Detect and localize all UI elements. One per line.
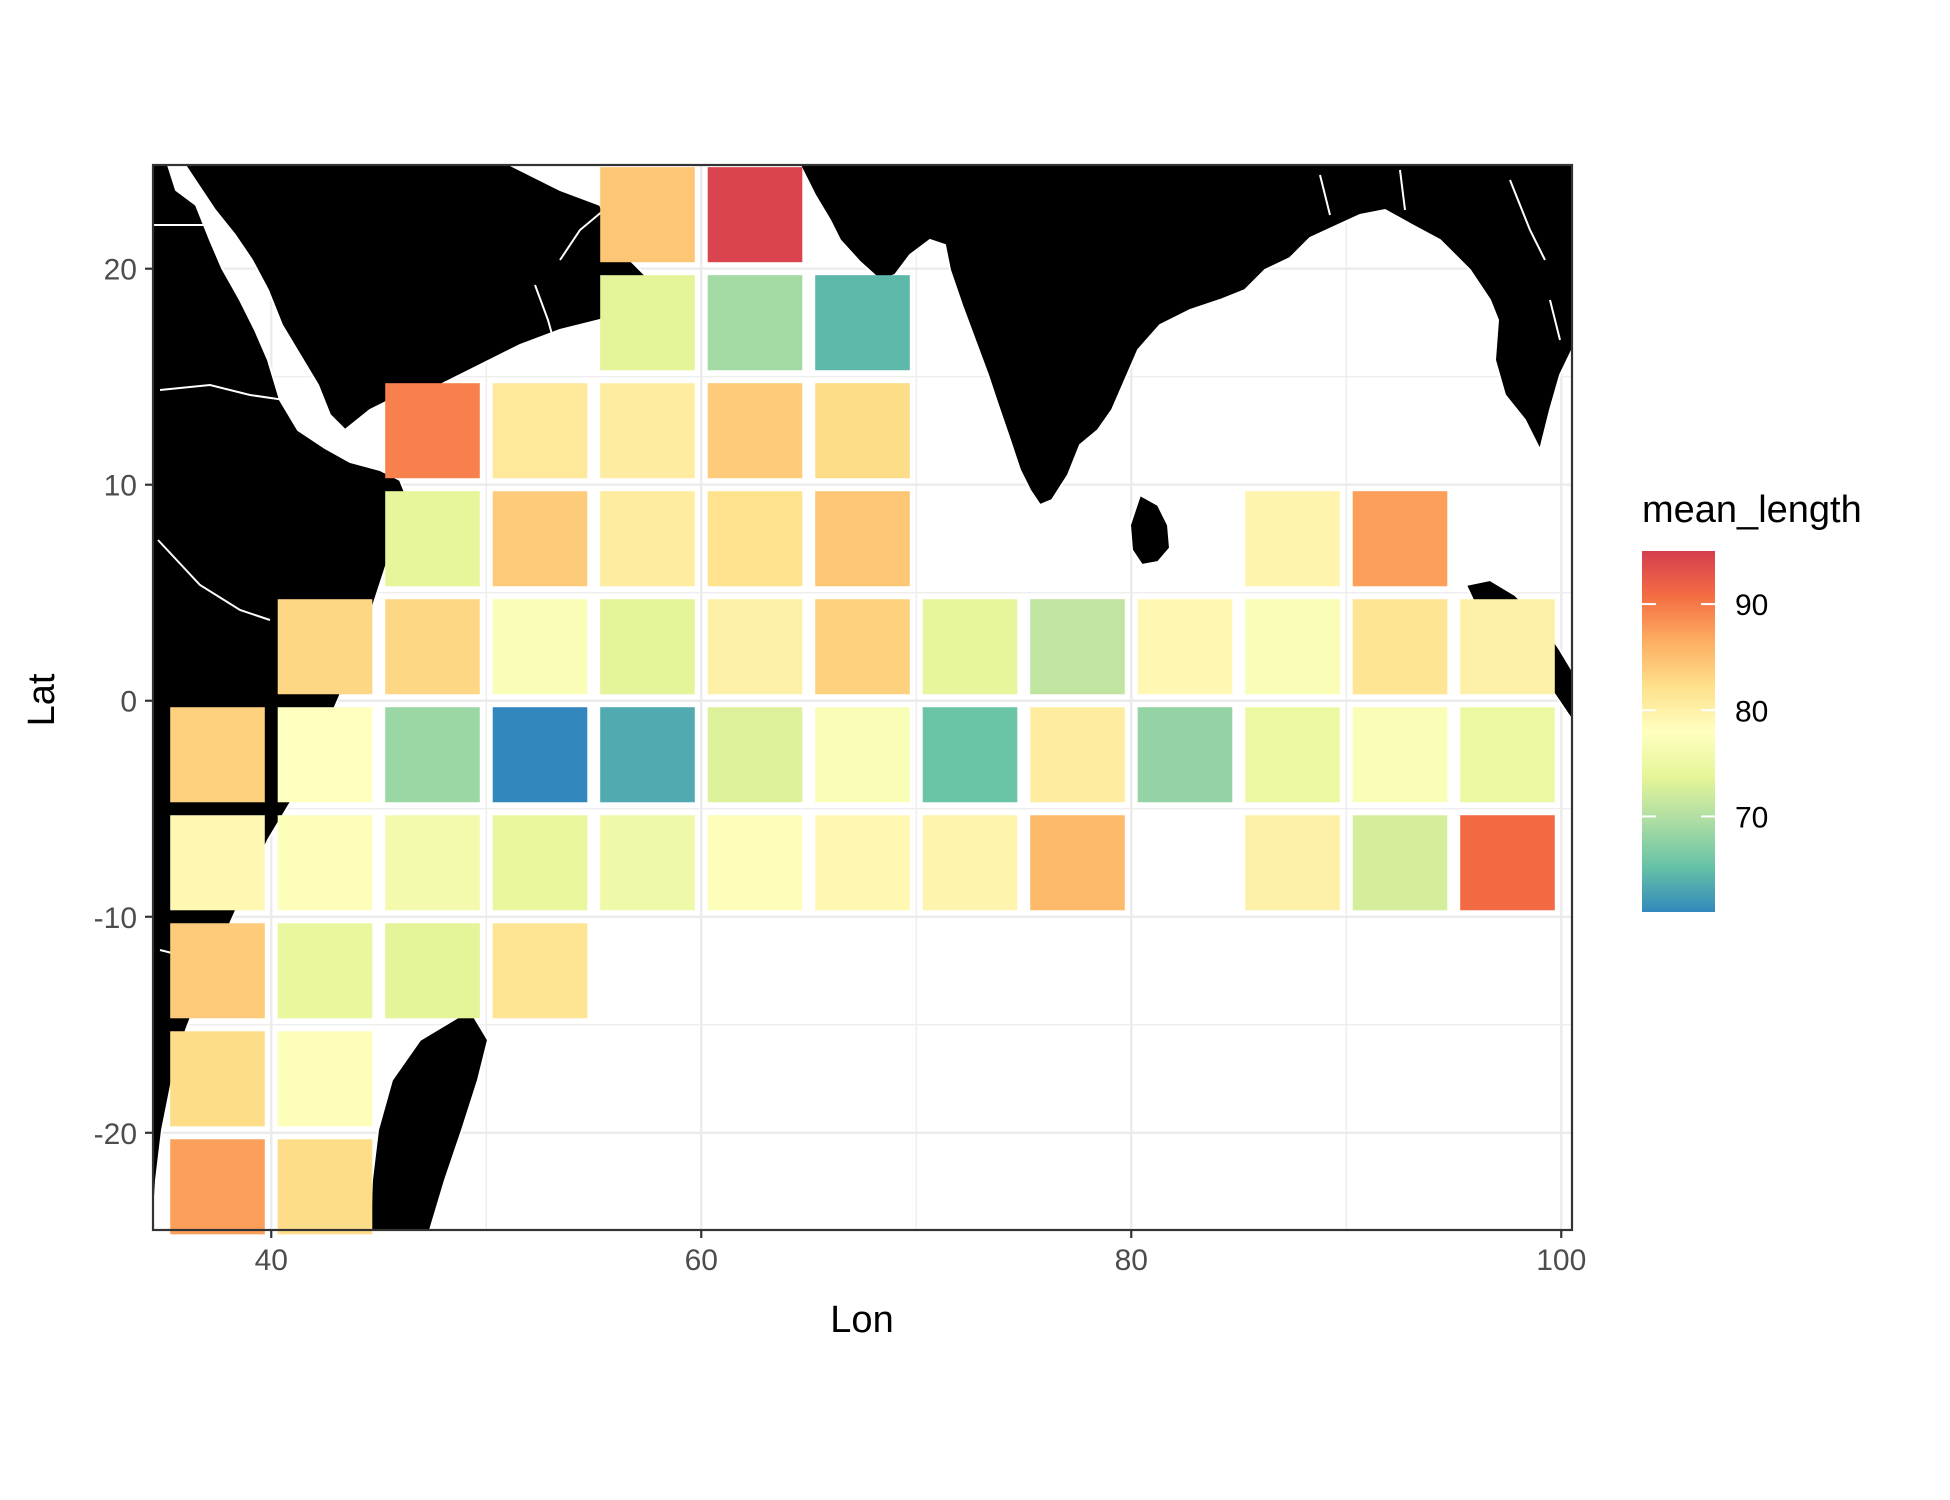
heatmap-cell: [815, 275, 910, 371]
plot-panel: [151, 163, 1574, 1235]
heatmap-cell: [922, 599, 1018, 695]
y-tick-label: -10: [94, 902, 137, 935]
legend-tick-label: 70: [1735, 801, 1768, 834]
heatmap-cell: [1352, 599, 1448, 695]
y-tick-label: 0: [120, 686, 137, 719]
heatmap-cell: [1245, 491, 1340, 587]
heatmap-cell: [707, 275, 803, 371]
heatmap-cell: [170, 923, 265, 1019]
heatmap-cell: [1030, 707, 1125, 803]
heatmap-cell: [707, 383, 803, 479]
y-axis: -20 -10 0 10 20: [94, 254, 153, 1151]
heatmap-cell: [170, 1139, 265, 1235]
heatmap-cell: [600, 275, 695, 371]
color-legend: mean_length 70 80 90: [1642, 489, 1862, 912]
heatmap-cell: [1460, 707, 1555, 803]
heatmap-cell: [277, 815, 373, 911]
heatmap-cell: [277, 599, 373, 695]
heatmap-cell: [385, 599, 480, 695]
heatmap-cell: [600, 815, 695, 911]
heatmap-cell: [600, 707, 695, 803]
y-tick-label: 10: [104, 470, 137, 503]
x-tick-label: 60: [685, 1244, 718, 1277]
y-tick-label: 20: [104, 254, 137, 287]
legend-tick-label: 90: [1735, 589, 1768, 622]
heatmap-cell: [922, 707, 1018, 803]
panel-border: [151, 163, 1574, 1232]
heatmap-cell: [385, 707, 480, 803]
heatmap-cell: [1460, 599, 1555, 695]
heatmap-cell: [815, 707, 910, 803]
x-axis: 40 60 80 100: [255, 1230, 1586, 1277]
legend-title: mean_length: [1642, 489, 1862, 531]
x-tick-label: 100: [1536, 1244, 1586, 1277]
heatmap-cell: [707, 491, 803, 587]
legend-ticks: 70 80 90: [1642, 589, 1768, 834]
heatmap-cell: [1245, 815, 1340, 911]
heatmap-cell: [815, 383, 910, 479]
heatmap-cell: [707, 167, 803, 263]
heatmap-cell: [277, 1139, 373, 1235]
x-tick-label: 40: [255, 1244, 288, 1277]
heatmap-cell: [1352, 707, 1448, 803]
heatmap-cell: [815, 815, 910, 911]
heatmap-cell: [277, 707, 373, 803]
heatmap-cells: [170, 167, 1555, 1235]
heatmap-cell: [922, 815, 1018, 911]
heatmap-cell: [492, 923, 588, 1019]
sri-lanka-land: [1128, 493, 1172, 567]
heatmap-cell: [707, 599, 803, 695]
x-tick-label: 80: [1115, 1244, 1148, 1277]
heatmap-cell: [170, 707, 265, 803]
heatmap-cell: [1352, 491, 1448, 587]
heatmap-cell: [1245, 599, 1340, 695]
legend-colorbar: [1642, 551, 1715, 912]
legend-tick-label: 80: [1735, 695, 1768, 728]
heatmap-cell: [707, 815, 803, 911]
heatmap-cell: [1030, 815, 1125, 911]
heatmap-cell: [385, 815, 480, 911]
heatmap-cell: [1352, 815, 1448, 911]
heatmap-cell: [815, 599, 910, 695]
heatmap-cell: [1245, 707, 1340, 803]
x-axis-title: Lon: [830, 1299, 893, 1341]
heatmap-cell: [492, 599, 588, 695]
heatmap-cell: [385, 923, 480, 1019]
heatmap-cell: [600, 167, 695, 263]
heatmap-cell: [600, 599, 695, 695]
y-axis-title: Lat: [21, 673, 63, 726]
heatmap-cell: [1137, 707, 1233, 803]
heatmap-cell: [492, 383, 588, 479]
heatmap-cell: [1137, 599, 1233, 695]
heatmap-cell: [277, 1031, 373, 1127]
heatmap-cell: [170, 1031, 265, 1127]
heatmap-cell: [492, 815, 588, 911]
heatmap-cell: [1460, 815, 1555, 911]
heatmap-cell: [1030, 599, 1125, 695]
madagascar-land: [368, 1008, 490, 1230]
y-tick-label: -20: [94, 1118, 137, 1151]
heatmap-cell: [492, 707, 588, 803]
heatmap-cell: [600, 383, 695, 479]
heatmap-cell: [385, 383, 480, 479]
heatmap-cell: [815, 491, 910, 587]
heatmap-cell: [385, 491, 480, 587]
heatmap-cell: [170, 815, 265, 911]
heatmap-cell: [707, 707, 803, 803]
heatmap-cell: [600, 491, 695, 587]
heatmap-cell: [492, 491, 588, 587]
india-asia-land: [798, 165, 1572, 507]
heatmap-cell: [277, 923, 373, 1019]
